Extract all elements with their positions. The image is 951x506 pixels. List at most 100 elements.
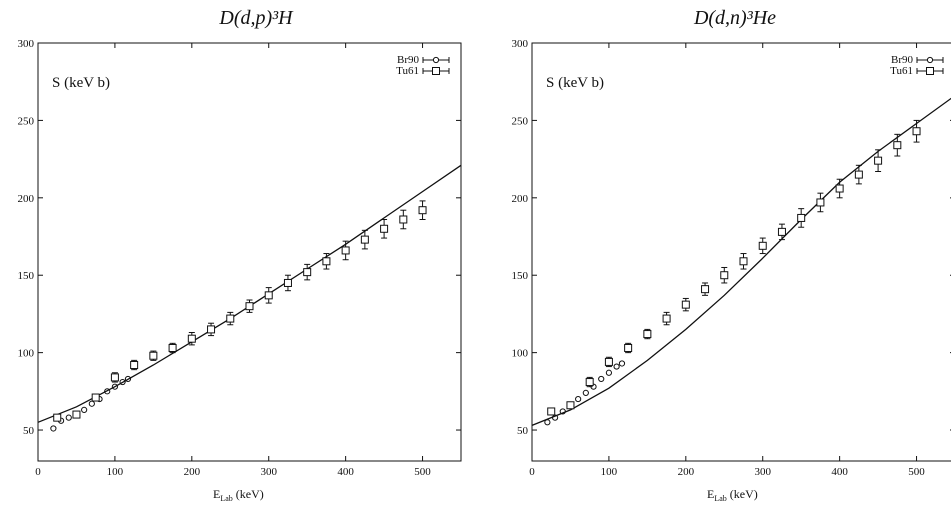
fit-curve [37,164,462,423]
x-tick-label: 0 [529,466,535,478]
x-tick-label: 300 [260,466,277,478]
tu61-point [360,235,369,244]
tu61-point [341,246,350,255]
y-tick-label: 300 [18,38,35,50]
tu61-point [835,184,844,193]
tu61-point [264,291,273,300]
tu61-point [110,373,119,382]
br90-point [605,369,613,376]
tu61-point [604,357,613,366]
br90-point [559,408,566,415]
legend-label: Br90 [891,54,914,66]
tu61-point [72,410,81,419]
fit-line [531,97,951,427]
x-tick-label: 0 [35,466,41,478]
svg-text:ELab(keV): ELab (keV) [707,487,758,503]
y-tick-label: 150 [18,270,35,282]
br90-point [124,375,132,383]
tu61-point [797,213,806,222]
legend-label: Tu61 [890,65,913,77]
tu61-point [777,227,786,236]
y-tick-label: 50 [23,425,35,437]
tu61-point [418,206,427,215]
tu61-point [245,302,254,311]
y-tick-label: 250 [512,115,529,127]
y-tick-label: 150 [512,270,529,282]
br90-point [65,414,72,421]
tu61-point [816,198,825,207]
br90-point [613,363,620,370]
tu61-point [643,330,652,339]
tu61-point [226,314,235,323]
tu61-point [283,278,292,287]
tu61-point [380,224,389,233]
panel-dn-3he: D(d,n)³He S (keV b) ELab (keV) 0 100 200 300… [512,7,951,503]
x-tick-label: 200 [678,466,695,478]
y-axis-label: S (keV b) [546,75,604,91]
tu61-point [624,343,633,352]
x-tick-label: 400 [831,466,848,478]
x-tick-label: 400 [337,466,354,478]
tu61-point [168,343,177,352]
x-tick-label: 500 [908,466,925,478]
panel-dp-3h: D(d,p)³H S (keV b) ELab (keV) 0 100 200 300 4… [18,7,462,503]
tu61-point [662,314,671,323]
y-tick-label: 100 [512,348,529,360]
br90-point [119,378,126,386]
x-tick-label: 300 [754,466,771,478]
tu61-point [854,170,863,179]
tu61-point [53,413,62,422]
tu61-point [91,393,100,402]
x-tick-label: 100 [107,466,124,478]
br90-point [50,425,57,432]
br90-point [544,419,551,426]
x-tick-label: 100 [601,466,618,478]
y-axis-label: S (keV b) [52,75,110,91]
fit-curve [531,97,951,427]
tu61-point [322,257,331,266]
tu61-point [207,325,216,334]
tu61-point [701,285,710,294]
x-axis-label: ELab (keV) [707,487,758,503]
x-tick-label: 500 [414,466,431,478]
y-tick-label: 200 [512,193,529,205]
tu61-point [893,141,902,150]
chart-title: D(d,n)³He [693,7,776,29]
br90-point [575,395,582,403]
y-tick-label: 50 [517,425,529,437]
tu61-point [149,351,158,360]
br90-point [104,388,111,395]
tu61-point [874,156,883,165]
x-axis-label: ELab (keV) [213,487,264,503]
tu61-point [399,215,408,224]
tu61-point [547,407,556,416]
legend-marker-circle [432,56,440,64]
svg-text:ELab(keV): ELab (keV) [213,487,264,503]
br90-point [618,360,626,367]
plot-frame [37,42,462,462]
tu61-point [566,401,575,410]
tu61-point [720,271,729,280]
tu61-point [912,127,921,136]
y-tick-label: 250 [18,115,35,127]
data-points [50,200,427,432]
tu61-point [585,378,594,387]
br90-point [111,383,119,390]
legend-label: Br90 [397,54,420,66]
br90-point [582,389,589,396]
x-tick-label: 200 [184,466,201,478]
tu61-point [681,300,690,309]
legend-marker-circle [926,56,934,64]
tu61-point [303,268,312,277]
legend-label: Tu61 [396,65,419,77]
br90-point [598,375,605,383]
axis-ticks: 0 100 200 300 400 500 50 100 150 200 250 300 [512,38,951,478]
br90-point [88,400,95,407]
tu61-point [187,334,196,343]
y-tick-label: 300 [512,38,529,50]
fit-line [37,164,462,423]
y-tick-label: 100 [18,348,35,360]
